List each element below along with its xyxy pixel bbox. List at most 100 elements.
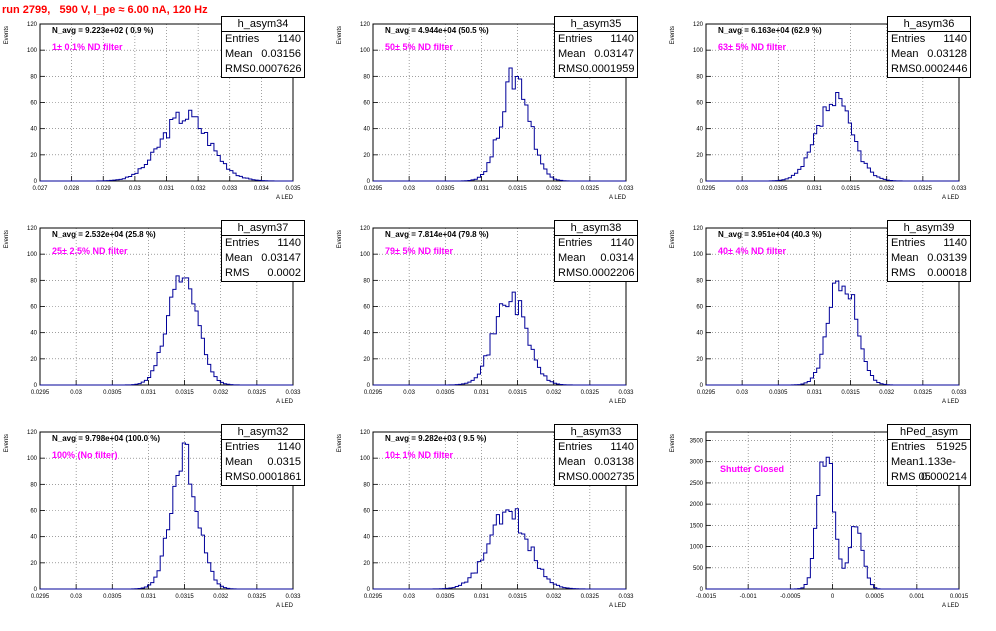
y-tick-label: 40 [363,127,370,133]
y-tick-label: 2000 [690,502,704,508]
x-tick-label: 0.032 [546,390,562,396]
x-tick-label: 0.033 [618,186,634,192]
x-tick-label: 0.032 [213,594,229,600]
y-tick-label: 120 [360,430,371,436]
y-tick-label: 1000 [690,545,704,551]
stat-label: Entries [558,237,593,249]
stat-row-mean: Mean 0.03139 [888,251,970,266]
histogram-curve [40,109,294,182]
stat-value: 1140 [277,33,301,45]
stat-row-mean: Mean 0.03156 [222,47,304,62]
stat-value: 0.03138 [594,456,634,468]
y-tick-label: 0 [700,383,704,389]
y-tick-label: 120 [360,226,371,232]
filter-label: 50± 5% ND filter [385,42,453,52]
histogram-name: h_asym34 [222,17,304,32]
y-tick-label: 120 [693,22,704,28]
y-axis-label: Events [670,26,676,44]
stat-box: h_asym39 Entries 1140 Mean 0.03139 RMS 0.00018 [887,220,971,282]
stat-value: 0.0002735 [582,471,635,483]
x-tick-label: 0.032 [546,186,562,192]
x-tick-label: 0.0305 [103,390,122,396]
stat-label: RMS [558,63,583,75]
stat-row-rms: RMS 0.0002 [222,266,304,281]
x-tick-label: 0.0305 [103,594,122,600]
stat-value: 1140 [277,441,301,453]
x-axis-label: A LED [609,399,627,405]
x-tick-label: 0.0295 [364,186,383,192]
y-tick-label: 20 [30,357,37,363]
y-tick-label: 100 [693,252,704,258]
stat-value: 0.0002 [267,267,301,279]
y-tick-label: 60 [696,101,703,107]
y-tick-label: 0 [367,179,371,185]
x-tick-label: 0.0005 [865,594,884,600]
x-tick-label: 0.031 [474,186,490,192]
stat-value: 0.00018 [927,267,967,279]
x-tick-label: 0.03 [403,594,415,600]
x-tick-label: 0.001 [909,594,925,600]
stat-row-mean: Mean 0.03147 [555,47,637,62]
histogram-curve [373,67,626,182]
y-tick-label: 40 [696,331,703,337]
x-tick-label: 0.0315 [841,186,860,192]
stat-label: Entries [225,237,260,249]
n-avg-label: N_avg = 6.163e+04 (62.9 %) [718,26,822,35]
y-tick-label: 60 [363,305,370,311]
x-tick-label: 0.03 [70,594,82,600]
histogram-panel-h_asym38: 0.0295 0.03 0.0305 0.031 0.0315 0.032 0.0325 0.… [333,220,663,427]
histogram-svg: 0.027 0.028 0.029 0.03 0.031 0.032 0.033 0.034 0… [4,22,301,201]
histogram-name: h_asym39 [888,221,970,236]
x-tick-label: 0.033 [951,186,967,192]
stat-row-entries: Entries 1140 [222,32,304,47]
n-avg-label: N_avg = 7.814e+04 (79.8 %) [385,230,489,239]
histogram-panel-hPed_asym: -0.0015 -0.001 -0.0005 0 0.0005 0.001 0.0015 0 5… [666,424,996,631]
histogram-name: h_asym37 [222,221,304,236]
y-tick-label: 100 [360,48,371,54]
stat-box: h_asym34 Entries 1140 Mean 0.03156 RMS 0.00076… [221,16,305,78]
y-axis-label: Events [670,434,676,452]
stat-label: Mean [558,456,586,468]
y-tick-label: 80 [363,482,370,488]
y-tick-label: 100 [27,456,38,462]
x-tick-label: -0.0005 [780,594,801,600]
histogram-svg: 0.0295 0.03 0.0305 0.031 0.0315 0.032 0.0325 0.… [670,226,967,405]
x-tick-label: 0.03 [129,186,141,192]
x-tick-label: 0.0315 [175,594,194,600]
y-axis-label: Events [337,434,343,452]
y-tick-label: 60 [30,101,37,107]
stat-label: Entries [225,33,260,45]
y-tick-label: 60 [363,509,370,515]
x-tick-label: 0.0325 [248,594,267,600]
y-tick-label: 80 [363,278,370,284]
x-tick-label: 0.033 [222,186,238,192]
x-tick-label: 0.0015 [950,594,969,600]
y-tick-label: 20 [363,153,370,159]
histogram-curve [706,456,959,590]
y-tick-label: 3500 [690,438,704,444]
x-tick-label: 0.0325 [581,186,600,192]
x-tick-label: 0.0315 [508,390,527,396]
x-tick-label: 0.03 [403,390,415,396]
y-tick-label: 80 [363,74,370,80]
filter-label: 40± 4% ND filter [718,246,786,256]
x-tick-label: 0.033 [951,390,967,396]
stat-value: 1140 [610,237,634,249]
y-tick-label: 40 [30,331,37,337]
y-tick-label: 0 [700,587,704,593]
x-tick-label: 0.031 [141,594,157,600]
x-tick-label: 0.032 [879,186,895,192]
x-axis-label: A LED [942,603,960,609]
stat-label: Entries [558,33,593,45]
stat-box: hPed_asym Entries 51925 Mean 1.133e-05 RMS 0.0… [887,424,971,486]
y-axis-label: Events [337,230,343,248]
x-tick-label: 0 [831,594,835,600]
y-tick-label: 80 [30,482,37,488]
n-avg-label: N_avg = 4.944e+04 (50.5 %) [385,26,489,35]
histogram-name: h_asym32 [222,425,304,440]
x-tick-label: 0.031 [474,390,490,396]
stat-row-entries: Entries 1140 [222,440,304,455]
stat-value: 0.0315 [267,456,301,468]
x-axis-label: A LED [942,195,960,201]
x-tick-label: 0.031 [807,186,823,192]
